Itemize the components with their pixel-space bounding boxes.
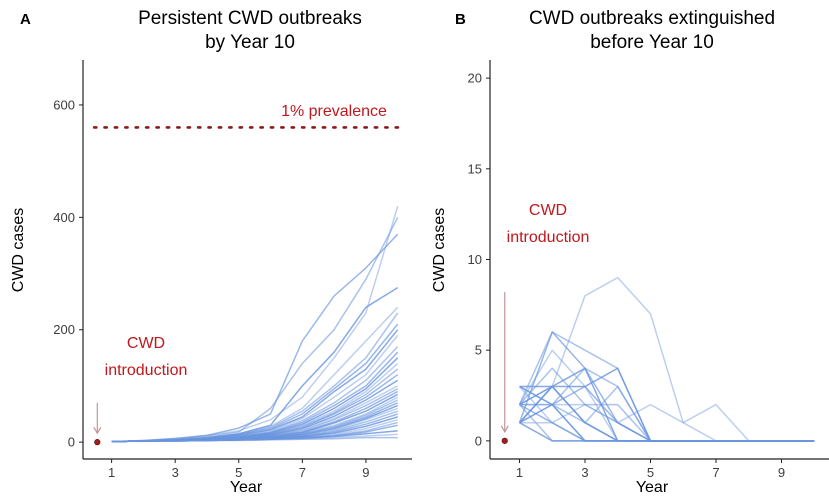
panel-b-series-line-17 <box>519 403 815 442</box>
panel-a: A Persistent CWD outbreaks by Year 10 Ye… <box>10 8 412 496</box>
panel-b-intro-label-line1: CWD <box>529 202 567 219</box>
panel-a-series-group <box>111 205 399 443</box>
panel-b-y-axis-title: CWD cases <box>431 208 448 292</box>
panel-b-x-tick-label-1: 1 <box>516 465 523 480</box>
panel-b-y-tick-label-0: 0 <box>475 433 482 448</box>
panel-b-series-group <box>518 276 815 442</box>
panel-a-series-line-3 <box>111 233 399 443</box>
panel-a-y-tick-label-0: 0 <box>68 435 75 450</box>
panel-b-title-line1: CWD outbreaks extinguished <box>529 8 775 29</box>
panel-b-intro-point <box>501 437 508 444</box>
panel-a-label: A <box>20 11 31 28</box>
panel-b-x-tick-label-5: 5 <box>647 465 654 480</box>
panel-a-series-line-34 <box>111 436 398 443</box>
panel-a-y-tick-label-200: 200 <box>53 322 75 337</box>
panel-a-intro-arrowhead <box>93 426 102 435</box>
panel-b-title-line2: before Year 10 <box>590 32 714 53</box>
panel-a-y-tick-label-400: 400 <box>53 210 75 225</box>
panel-a-x-tick-label-3: 3 <box>172 465 179 480</box>
panel-a-intro-label-line1: CWD <box>127 335 165 352</box>
panel-b-axes: 0 5 10 15 20 1 3 5 7 9 <box>468 60 829 480</box>
panel-b-series-line-11 <box>519 403 815 442</box>
panel-b-y-tick-label-5: 5 <box>475 343 482 358</box>
panel-b-series-line-5 <box>518 349 815 442</box>
panel-b-series-line-20 <box>518 385 815 442</box>
panel-b-x-tick-label-7: 7 <box>712 465 719 480</box>
panel-a-x-tick-label-9: 9 <box>362 465 369 480</box>
panel-b-series-line-12 <box>519 422 815 442</box>
panel-b-x-tick-label-3: 3 <box>581 465 588 480</box>
panel-b-series-line-9 <box>519 403 815 442</box>
panel-a-title-line1: Persistent CWD outbreaks <box>138 8 362 29</box>
panel-a-y-axis-title: CWD cases <box>10 208 27 292</box>
panel-a-x-axis-title: Year <box>230 479 263 496</box>
panel-b-x-tick-label-9: 9 <box>778 465 785 480</box>
panel-b: B CWD outbreaks extinguished before Year… <box>431 8 829 496</box>
panel-a-x-tick-label-1: 1 <box>108 465 115 480</box>
panel-b-label: B <box>455 11 466 28</box>
panel-b-introduction: CWD introduction <box>500 202 590 444</box>
panel-a-intro-point <box>94 439 101 446</box>
panel-a-introduction: CWD introduction <box>93 335 188 446</box>
panel-b-y-tick-label-15: 15 <box>468 161 482 176</box>
panel-b-x-axis-title: Year <box>636 479 669 496</box>
panel-b-intro-label-line2: introduction <box>507 229 590 246</box>
panel-a-y-tick-label-600: 600 <box>53 97 75 112</box>
panel-b-y-tick-label-20: 20 <box>468 71 482 86</box>
panel-a-x-tick-label-5: 5 <box>235 465 242 480</box>
panel-a-title-line2: by Year 10 <box>205 32 295 53</box>
panel-a-intro-label-line2: introduction <box>105 362 188 379</box>
panel-a-reference-label: 1% prevalence <box>281 103 387 120</box>
panel-a-axes: 0 200 400 600 1 3 5 7 9 <box>53 60 412 480</box>
panel-b-series-line-14 <box>518 404 815 442</box>
panel-b-y-tick-label-10: 10 <box>468 252 482 267</box>
panel-a-x-tick-label-7: 7 <box>299 465 306 480</box>
panel-b-intro-arrowhead <box>500 425 509 434</box>
panel-b-series-line-15 <box>519 403 815 442</box>
